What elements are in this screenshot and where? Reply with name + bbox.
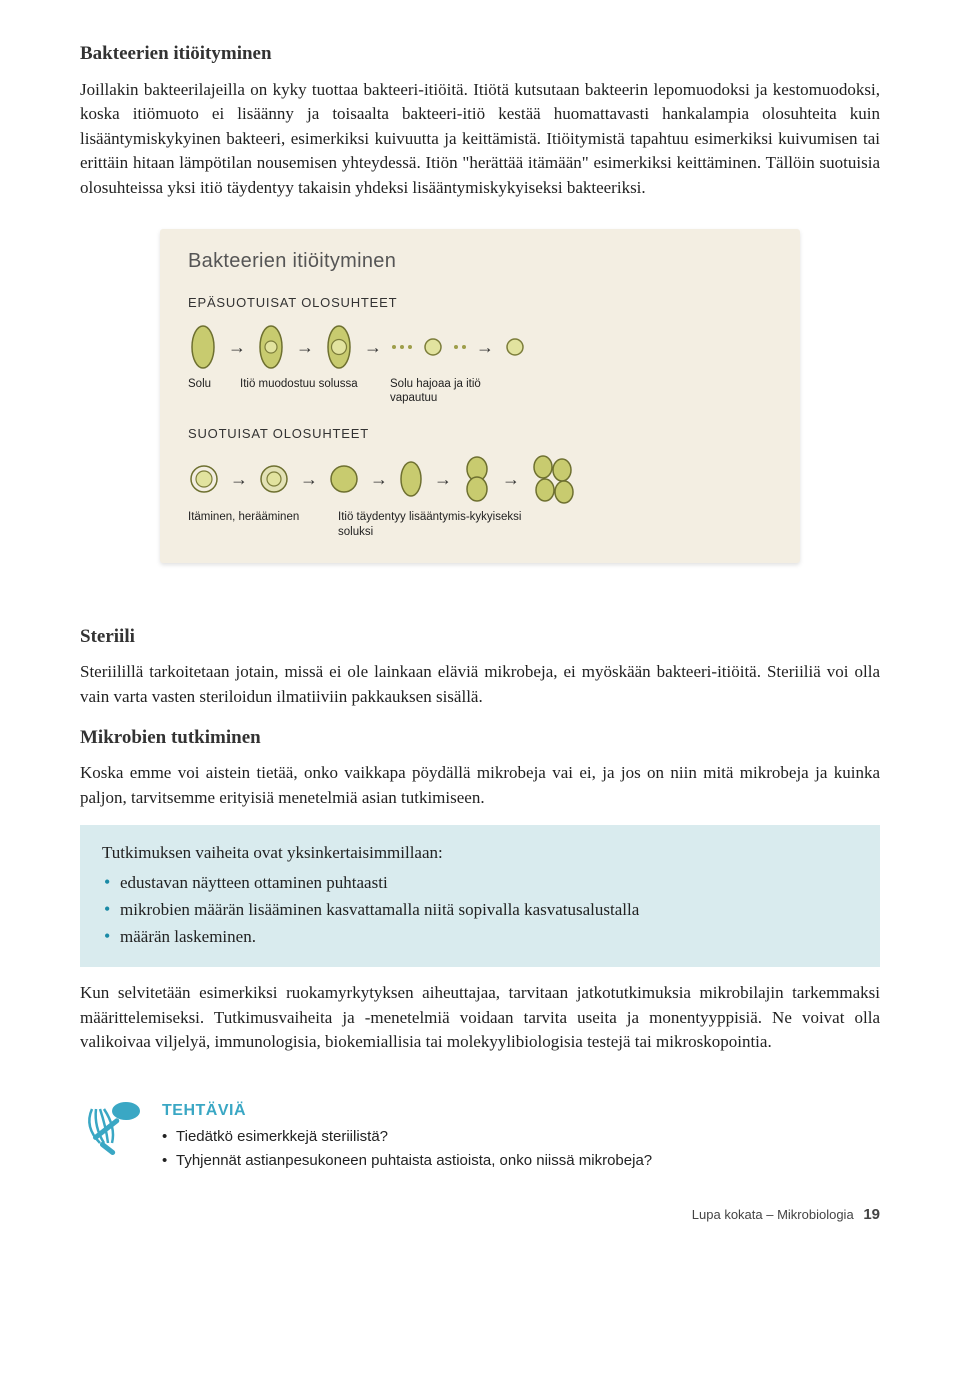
diagram-container: Bakteerien itiöityminen EPÄSUOTUISAT OLO… <box>160 229 800 563</box>
paragraph-section2: Steriilillä tarkoitetaan jotain, missä e… <box>80 660 880 709</box>
cell-with-spore-icon <box>256 323 286 371</box>
cell-icon <box>188 323 218 371</box>
germinating-spore-icon <box>258 463 290 495</box>
tasks-block: TEHTÄVIÄ Tiedätkö esimerkkejä steriilist… <box>80 1099 880 1174</box>
arrow-icon: → <box>300 466 318 492</box>
heading-steriili: Steriili <box>80 623 880 651</box>
arrow-icon: → <box>476 334 494 360</box>
diagram-subtitle-unfavorable: EPÄSUOTUISAT OLOSUHTEET <box>188 294 772 313</box>
cell-with-spore-icon <box>324 323 354 371</box>
infobox-intro: Tutkimuksen vaiheita ovat yksinkertaisim… <box>102 841 858 866</box>
arrow-icon: → <box>296 334 314 360</box>
arrow-icon: → <box>364 334 382 360</box>
cell-short-icon <box>398 459 424 499</box>
diagram-row2-labels: Itäminen, herääminen Itiö täydentyy lisä… <box>188 510 772 539</box>
list-item: Tiedätkö esimerkkejä steriilistä? <box>162 1126 880 1148</box>
arrow-icon: → <box>434 466 452 492</box>
whisk-spoon-icon <box>80 1099 144 1157</box>
cell-dividing-icon <box>462 455 492 503</box>
heading-bakteerien-itioityminen: Bakteerien itiöityminen <box>80 40 880 68</box>
diagram-label: Itäminen, herääminen <box>188 510 338 539</box>
cell-debris-icon <box>392 345 412 349</box>
diagram-row-unfavorable: → → → → <box>188 323 772 371</box>
paragraph-section3-outro: Kun selvitetään esimerkiksi ruokamyrkyty… <box>80 981 880 1055</box>
diagram-label: Solu hajoaa ja itiö vapautuu <box>390 377 530 406</box>
spore-icon <box>504 336 526 358</box>
arrow-icon: → <box>502 466 520 492</box>
tasks-heading: TEHTÄVIÄ <box>162 1099 880 1122</box>
list-item: mikrobien määrän lisääminen kasvattamall… <box>104 898 858 923</box>
arrow-icon: → <box>228 334 246 360</box>
germinating-spore-icon <box>188 463 220 495</box>
paragraph-section1: Joillakin bakteerilajeilla on kyky tuott… <box>80 78 880 201</box>
list-item: Tyhjennät astianpesukoneen puhtaista ast… <box>162 1150 880 1172</box>
footer-text: Lupa kokata – Mikrobiologia <box>692 1207 854 1222</box>
infobox-research-phases: Tutkimuksen vaiheita ovat yksinkertaisim… <box>80 825 880 968</box>
spore-icon <box>422 336 444 358</box>
cell-cluster-icon <box>530 454 576 504</box>
diagram-subtitle-favorable: SUOTUISAT OLOSUHTEET <box>188 425 772 444</box>
page-footer: Lupa kokata – Mikrobiologia 19 <box>80 1204 880 1226</box>
arrow-icon: → <box>230 466 248 492</box>
list-item: edustavan näytteen ottaminen puhtaasti <box>104 871 858 896</box>
diagram-label: Itiö täydentyy lisääntymis-kykyiseksi so… <box>338 510 558 539</box>
cell-round-icon <box>328 463 360 495</box>
diagram-title: Bakteerien itiöityminen <box>188 247 772 276</box>
diagram-label: Solu <box>188 377 240 406</box>
list-item: määrän laskeminen. <box>104 925 858 950</box>
infobox-list: edustavan näytteen ottaminen puhtaasti m… <box>102 871 858 949</box>
diagram-row1-labels: Solu Itiö muodostuu solussa Solu hajoaa … <box>188 377 772 406</box>
paragraph-section3-intro: Koska emme voi aistein tietää, onko vaik… <box>80 761 880 810</box>
page-number: 19 <box>863 1206 880 1223</box>
heading-mikrobien-tutkiminen: Mikrobien tutkiminen <box>80 724 880 752</box>
cell-debris-icon <box>454 345 466 349</box>
diagram-label: Itiö muodostuu solussa <box>240 377 390 406</box>
diagram-bakteerien-itioityminen: Bakteerien itiöityminen EPÄSUOTUISAT OLO… <box>160 229 800 563</box>
diagram-row-favorable: → → → → <box>188 454 772 504</box>
arrow-icon: → <box>370 466 388 492</box>
tasks-list: Tiedätkö esimerkkejä steriilistä? Tyhjen… <box>162 1126 880 1172</box>
